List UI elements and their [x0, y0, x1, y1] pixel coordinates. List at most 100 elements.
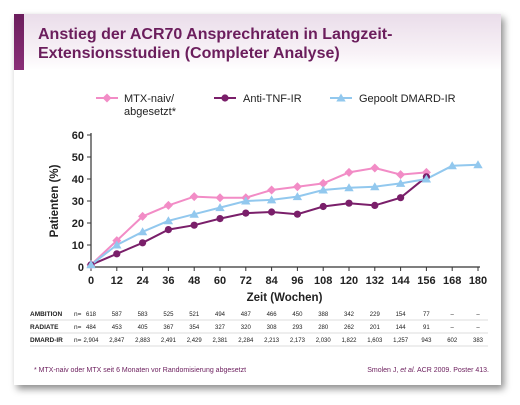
table-row-label: RADIATE: [30, 324, 59, 331]
table-row-0: AMBITION n= 618 587 583 525 521 494 487 466 450 388…: [30, 311, 488, 321]
y-tick-label: 50: [72, 152, 84, 164]
x-tick-label: 60: [214, 275, 226, 287]
legend-marker: [336, 93, 346, 102]
table-cell: 308: [267, 325, 278, 331]
table-cell: 2,429: [187, 338, 203, 344]
table-n-prefix: n=: [74, 337, 82, 344]
table-cell: 293: [292, 325, 303, 331]
legend-label: MTX-naiv/: [124, 93, 175, 105]
source-prefix: Smolen J,: [367, 367, 401, 374]
x-tick-label: 36: [162, 275, 174, 287]
table-cell: 2,904: [83, 338, 99, 344]
table-cell: 2,491: [161, 338, 177, 344]
data-point-s1-p9: [319, 202, 327, 211]
title-line-2: Extensionsstudien (Completer Analyse): [38, 45, 340, 62]
data-point-s2-p8: [292, 192, 303, 201]
table-cell: –: [476, 325, 480, 331]
data-point-s1-p8: [293, 210, 301, 218]
table-cell: 602: [447, 338, 458, 344]
data-point-s0-p8: [292, 182, 302, 192]
table-cell: 342: [344, 312, 355, 318]
data-point-s2-p0: [86, 260, 96, 269]
data-point-s0-p12: [396, 170, 406, 180]
data-point-s1-p6: [242, 209, 250, 217]
n-table: AMBITION n= 618 587 583 525 521 494 487 466 450 388…: [30, 311, 488, 347]
table-cell: 450: [292, 312, 303, 318]
table-cell: –: [451, 312, 455, 318]
x-tick-label: 12: [111, 275, 123, 287]
table-cell: 77: [423, 312, 430, 318]
x-tick-label: 24: [136, 275, 149, 287]
table-cell: 487: [241, 312, 252, 318]
data-point-s1-p11: [371, 201, 379, 209]
table-cell: 494: [215, 312, 226, 318]
data-point-s2-p15: [473, 160, 483, 169]
table-cell: 1,603: [367, 338, 383, 344]
legend-marker: [102, 93, 112, 103]
table-cell: 91: [423, 325, 430, 331]
data-point-s0-p9: [318, 178, 328, 188]
table-cell: 383: [473, 338, 484, 344]
slide-title: Anstieg der ACR70 Ansprechraten in Langz…: [38, 25, 478, 63]
table-cell: 2,381: [212, 338, 228, 344]
legend-label: Anti-TNF-IR: [243, 93, 302, 105]
table-cell: 1,822: [341, 338, 357, 344]
y-tick-label: 40: [72, 174, 84, 186]
x-tick-label: 84: [265, 275, 278, 287]
table-cell: 327: [215, 325, 226, 331]
legend-label: Gepoolt DMARD-IR: [359, 93, 456, 105]
table-cell: 2,847: [109, 338, 125, 344]
data-point-s0-p5: [215, 193, 225, 203]
table-cell: 525: [163, 312, 174, 318]
table-row-label: AMBITION: [30, 311, 62, 318]
data-point-s1-p2: [139, 239, 147, 247]
data-point-s1-p12: [397, 194, 405, 202]
source-italic: et al.: [400, 367, 416, 374]
x-tick-label: 72: [240, 275, 252, 287]
data-point-s1-p7: [268, 208, 276, 216]
data-point-s0-p10: [344, 167, 354, 177]
table-row-2: DMARD-IR n= 2,904 2,847 2,883 2,491 2,429 2,381…: [30, 337, 488, 347]
series-line-1: [90, 176, 428, 266]
table-cell: 2,030: [316, 338, 332, 344]
x-tick-label: 0: [88, 275, 94, 287]
data-point-s2-p10: [344, 183, 354, 192]
table-cell: 466: [267, 312, 278, 318]
data-point-s2-p11: [370, 182, 380, 191]
legend-marker: [221, 94, 229, 102]
table-row-1: RADIATE n= 484 453 405 367 354 327 320 308 293 280 2…: [30, 324, 488, 334]
y-tick-label: 10: [72, 240, 84, 252]
legend-item-1: Anti-TNF-IR: [214, 93, 302, 105]
table-cell: 201: [370, 325, 381, 331]
x-tick-label: 96: [291, 275, 303, 287]
data-point-s2-p13: [421, 174, 432, 183]
series-line-2: [90, 163, 479, 266]
y-tick-label: 30: [72, 196, 84, 208]
table-cell: 280: [318, 325, 329, 331]
x-tick-label: 132: [366, 275, 384, 287]
table-cell: –: [476, 312, 480, 318]
data-point-s2-p5: [215, 203, 225, 212]
table-row-label: DMARD-IR: [30, 337, 63, 344]
x-tick-label: 120: [340, 275, 358, 287]
data-point-s0-p7: [267, 185, 277, 195]
table-cell: 2,883: [135, 338, 151, 344]
data-point-s2-p4: [189, 209, 199, 218]
table-cell: 2,173: [290, 338, 306, 344]
title-bar: Anstieg der ACR70 Ansprechraten in Langz…: [14, 14, 501, 70]
table-n-prefix: n=: [74, 324, 82, 331]
title-accent-bar: [14, 14, 24, 70]
y-tick-label: 0: [78, 262, 84, 274]
acr70-line-chart: 0 10 20 30 40 50 60 0 12 24 36 48 60 72 84 96 108 120 132 1…: [30, 93, 488, 347]
source-citation: Smolen J, et al. ACR 2009. Poster 413.: [367, 367, 489, 374]
table-cell: 320: [241, 325, 252, 331]
table-cell: 484: [86, 325, 97, 331]
data-point-s0-p11: [370, 163, 380, 173]
table-cell: 229: [370, 312, 381, 318]
data-point-s2-p14: [447, 161, 457, 170]
data-point-s0-p3: [163, 200, 173, 210]
table-cell: 521: [189, 312, 200, 318]
data-point-s2-p3: [163, 216, 174, 225]
data-point-s1-p5: [216, 215, 224, 223]
table-cell: 405: [138, 325, 149, 331]
